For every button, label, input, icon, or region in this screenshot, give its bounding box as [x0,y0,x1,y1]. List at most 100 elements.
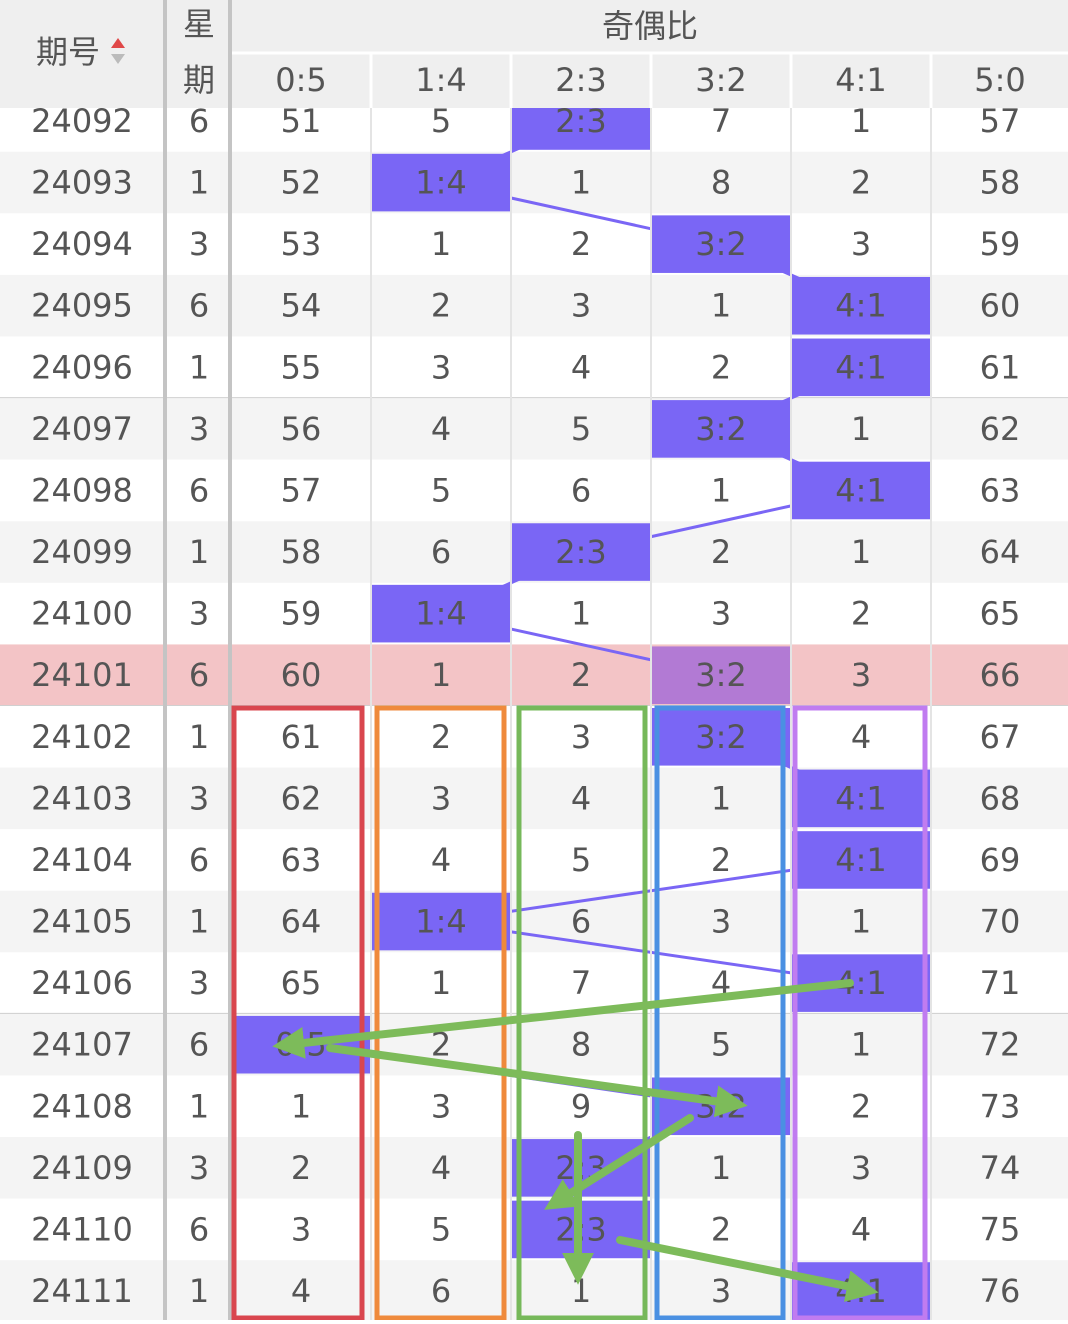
ratio-cell: 4:1 [835,779,887,817]
highlight-cell [792,831,930,889]
ratio-cell: 53 [281,225,322,263]
period-cell: 24106 [31,964,133,1002]
weekday-cell: 3 [189,964,209,1002]
period-cell: 24098 [31,471,133,509]
ratio-cell: 2 [711,348,731,386]
highlight-cell [652,400,790,458]
ratio-cell: 3:2 [695,718,747,756]
ratio-cell: 61 [281,718,322,756]
period-cell: 24099 [31,533,133,571]
ratio-cell: 7 [571,964,591,1002]
period-cell: 24111 [31,1272,133,1310]
ratio-cell: 59 [980,225,1021,263]
ratio-cell: 2 [571,225,591,263]
ratio-cell: 3:2 [695,1087,747,1125]
ratio-cell: 2 [711,533,731,571]
ratio-cell: 6 [571,471,591,509]
ratio-cell: 3 [291,1210,311,1248]
period-cell: 24093 [31,164,133,202]
sort-up[interactable] [111,38,125,48]
ratio-cell: 1 [851,410,871,448]
period-header[interactable]: 期号 [36,33,100,71]
weekday-cell: 1 [189,164,209,202]
ratio-cell: 3 [571,287,591,325]
ratio-cell: 2 [851,595,871,633]
ratio-cell: 1 [571,164,591,202]
ratio-cell: 2 [431,1026,451,1064]
sort-down[interactable] [111,54,125,64]
period-cell: 24110 [31,1210,133,1248]
arrow [616,1236,879,1302]
ratio-cell: 4:1 [835,471,887,509]
ratio-cell: 4 [431,1149,451,1187]
weekday-cell: 6 [189,1026,209,1064]
highlight-cell [792,338,930,397]
ratio-cell: 2 [851,1087,871,1125]
ratio-header: 2:3 [555,61,607,99]
table-header: 期号 星 期 奇偶比 0:5 1:4 2:3 3:2 4:1 5:0 [0,0,1068,108]
ratio-cell: 63 [281,841,322,879]
ratio-cell: 4 [431,841,451,879]
ratio-cell: 1 [291,1087,311,1125]
period-cell: 24092 [31,102,133,140]
ratio-cell: 9 [571,1087,591,1125]
ratio-cell: 1 [851,102,871,140]
ratio-cell: 51 [281,102,322,140]
arrow [272,979,854,1059]
weekday-cell: 6 [189,287,209,325]
ratio-cell: 1 [571,1272,591,1310]
period-cell: 24097 [31,410,133,448]
ratio-cell: 1 [711,779,731,817]
ratio-cell: 64 [281,903,322,941]
weekday-header: 期 [183,61,215,99]
weekday-cell: 6 [189,1210,209,1248]
ratio-cell: 60 [281,656,322,694]
period-cell: 24109 [31,1149,133,1187]
ratio-cell: 69 [980,841,1021,879]
group-header: 奇偶比 [602,7,698,45]
ratio-cell: 5 [431,102,451,140]
ratio-cell: 4 [851,1210,871,1248]
ratio-cell: 52 [281,164,322,202]
ratio-header: 4:1 [835,61,887,99]
period-cell: 24103 [31,779,133,817]
ratio-cell: 3:2 [695,410,747,448]
ratio-header: 5:0 [974,61,1026,99]
ratio-cell: 3 [711,1272,731,1310]
weekday-cell: 1 [189,533,209,571]
period-cell: 24107 [31,1026,133,1064]
ratio-cell: 8 [571,1026,591,1064]
ratio-cell: 7 [711,102,731,140]
weekday-cell: 3 [189,595,209,633]
highlight-cell [792,276,930,335]
weekday-cell: 6 [189,471,209,509]
ratio-cell: 1 [431,964,451,1002]
period-cell: 24108 [31,1087,133,1125]
period-cell: 24095 [31,287,133,325]
weekday-cell: 1 [189,903,209,941]
box-green [516,705,648,1321]
ratio-cell: 2:3 [555,533,607,571]
ratio-header: 3:2 [695,61,747,99]
ratio-cell: 3 [851,225,871,263]
ratio-cell: 3 [711,903,731,941]
ratio-cell: 3:2 [695,656,747,694]
ratio-cell: 64 [980,533,1021,571]
period-cell: 24094 [31,225,133,263]
ratio-cell: 65 [281,964,322,1002]
ratio-cell: 5 [431,1210,451,1248]
period-cell: 24096 [31,348,133,386]
weekday-header: 星 [183,5,215,43]
period-cell: 24104 [31,841,133,879]
highlight-cell [512,523,650,581]
ratio-cell: 2 [431,718,451,756]
ratio-cell: 59 [281,595,322,633]
row-bg [0,1075,1068,1138]
ratio-cell: 5 [571,410,591,448]
box-blue [654,705,786,1321]
ratio-cell: 54 [281,287,322,325]
row-bg [0,1013,1068,1076]
ratio-cell: 57 [281,471,322,509]
weekday-cell: 6 [189,102,209,140]
